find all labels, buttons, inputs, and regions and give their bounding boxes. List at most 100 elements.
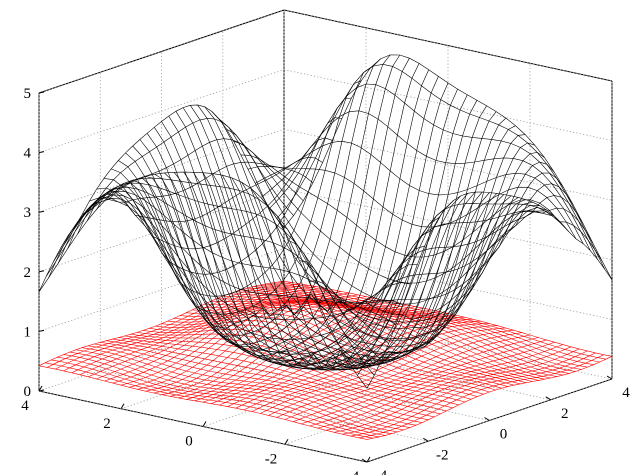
y-tick-label: -2 bbox=[436, 447, 449, 463]
black-mesh-line bbox=[255, 140, 584, 244]
black-mesh-line bbox=[115, 80, 362, 315]
z-tick-label: 5 bbox=[24, 86, 32, 102]
red-mesh-line bbox=[186, 309, 432, 400]
gridline bbox=[283, 128, 613, 201]
y-tick-label: 4 bbox=[622, 385, 630, 401]
y-tick bbox=[545, 396, 552, 401]
red-mesh-line bbox=[173, 309, 502, 389]
y-tick-label: 2 bbox=[561, 406, 569, 422]
red-mesh-line bbox=[366, 356, 613, 440]
x-tick bbox=[284, 439, 289, 445]
y-tick bbox=[606, 375, 613, 380]
z-tick bbox=[38, 270, 45, 273]
black-mesh-line bbox=[48, 118, 294, 278]
black-mesh-line bbox=[318, 172, 565, 304]
gridline bbox=[284, 360, 531, 445]
black-mesh-line bbox=[135, 58, 381, 338]
y-tick bbox=[484, 417, 490, 421]
z-tick bbox=[38, 210, 45, 213]
black-mesh-line bbox=[183, 69, 429, 363]
black-mesh-line bbox=[106, 97, 352, 297]
red-mesh-line bbox=[129, 297, 375, 388]
gridline bbox=[283, 69, 613, 141]
red-surface-mesh bbox=[38, 280, 613, 440]
black-surface-mesh bbox=[38, 54, 613, 389]
z-tick-label: 3 bbox=[24, 205, 32, 221]
black-mesh-line bbox=[240, 154, 570, 258]
x-tick-label: -2 bbox=[265, 451, 278, 467]
tick-labels: 0 1 2 3 4 5 4 2 0 -2 -4 -4 -2 0 2 4 bbox=[21, 86, 630, 475]
x-tick bbox=[38, 385, 43, 392]
black-mesh-line bbox=[218, 118, 548, 320]
z-tick-label: 2 bbox=[24, 265, 32, 281]
red-mesh-line bbox=[55, 283, 301, 370]
y-tick bbox=[361, 458, 368, 463]
red-mesh-line bbox=[179, 307, 508, 387]
black-mesh-line bbox=[38, 171, 368, 389]
red-mesh-line bbox=[38, 365, 368, 440]
black-mesh-line bbox=[211, 111, 540, 329]
red-mesh-line bbox=[63, 285, 309, 372]
black-mesh-line bbox=[226, 128, 555, 305]
black-mesh-line bbox=[67, 161, 314, 249]
x-tick bbox=[366, 456, 371, 463]
gridline bbox=[38, 128, 285, 213]
red-mesh-line bbox=[271, 282, 600, 363]
black-mesh-line bbox=[175, 111, 505, 362]
black-mesh-line bbox=[38, 104, 285, 292]
black-mesh-line bbox=[204, 106, 533, 340]
y-tick bbox=[423, 437, 429, 442]
black-mesh-line bbox=[190, 105, 519, 354]
black-mesh-line bbox=[262, 110, 591, 251]
black-mesh-line bbox=[276, 63, 606, 270]
black-mesh-line bbox=[125, 67, 371, 329]
black-mesh-line bbox=[193, 76, 439, 366]
black-mesh-line bbox=[233, 140, 562, 284]
black-mesh-line bbox=[173, 63, 420, 360]
gridline bbox=[38, 9, 285, 94]
x-tick-label: 0 bbox=[185, 434, 193, 450]
x-tick-label: 4 bbox=[21, 398, 29, 414]
red-mesh-line bbox=[228, 293, 557, 377]
gridline bbox=[222, 328, 551, 401]
black-mesh-line bbox=[86, 137, 333, 250]
red-mesh-line bbox=[38, 280, 285, 367]
black-mesh-line bbox=[247, 166, 577, 240]
black-mesh-line bbox=[283, 54, 613, 280]
x-tick bbox=[120, 403, 125, 410]
black-mesh-line bbox=[145, 54, 391, 346]
z-tick-label: 4 bbox=[24, 146, 32, 162]
black-mesh-line bbox=[269, 83, 598, 260]
black-mesh-line bbox=[182, 107, 512, 359]
y-tick-label: -4 bbox=[375, 468, 388, 475]
red-mesh-line bbox=[265, 283, 594, 365]
z-tick bbox=[38, 151, 45, 154]
gridline bbox=[38, 248, 285, 332]
black-mesh-line bbox=[161, 121, 490, 367]
red-mesh-line bbox=[253, 286, 582, 370]
gridline bbox=[38, 69, 285, 153]
tick-marks bbox=[38, 91, 613, 463]
red-mesh-line bbox=[79, 288, 326, 376]
gridlines bbox=[38, 9, 613, 463]
black-mesh-line bbox=[168, 115, 497, 365]
z-tick bbox=[38, 91, 45, 94]
x-tick bbox=[202, 421, 207, 427]
gridline bbox=[120, 325, 367, 410]
gridline bbox=[283, 248, 613, 320]
black-mesh-line bbox=[77, 156, 323, 235]
z-tick bbox=[38, 389, 45, 392]
gridline bbox=[283, 9, 613, 82]
x-tick-label: -4 bbox=[347, 469, 360, 475]
z-tick-label: 1 bbox=[24, 324, 32, 340]
red-mesh-line bbox=[216, 298, 545, 380]
axes-box bbox=[38, 9, 613, 463]
x-tick-label: 2 bbox=[103, 416, 111, 432]
y-tick-label: 0 bbox=[500, 427, 508, 443]
black-mesh-line bbox=[45, 177, 375, 376]
black-mesh-line bbox=[197, 104, 526, 347]
black-mesh-line bbox=[154, 54, 401, 352]
black-mesh-line bbox=[96, 117, 342, 275]
black-mesh-line bbox=[58, 138, 304, 264]
